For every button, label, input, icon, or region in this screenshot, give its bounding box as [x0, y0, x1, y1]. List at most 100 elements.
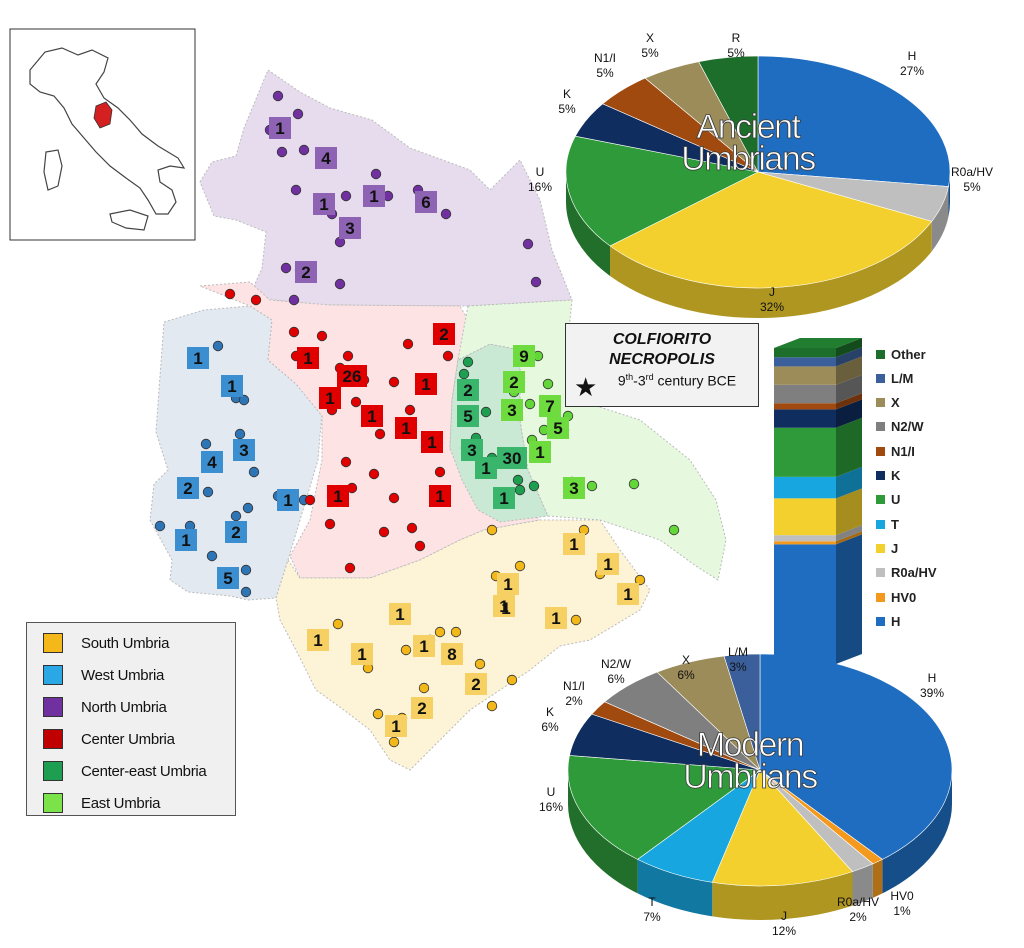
- sample-dot: [304, 494, 316, 506]
- sample-dot: [242, 502, 254, 514]
- sample-dot: [368, 468, 380, 480]
- count-badge-bg: [501, 399, 523, 421]
- count-badge: 1: [499, 597, 508, 616]
- bar-side-X: [836, 356, 862, 385]
- sample-dot: [276, 146, 288, 158]
- legend-item-south: South Umbria: [43, 631, 169, 655]
- haplogroup-legend-item: J: [876, 540, 898, 556]
- sample-dot: [402, 338, 414, 350]
- pie-side-H: [948, 172, 951, 217]
- legend-swatch: [876, 519, 885, 529]
- bar-segment-N2/W: [774, 384, 836, 404]
- sample-dot: [334, 278, 346, 290]
- pie-label: K: [563, 87, 571, 101]
- count-badge-bg: [363, 185, 385, 207]
- plain-count: 1: [501, 599, 510, 618]
- pie-label: R: [732, 31, 741, 45]
- count-badge-bg: [295, 261, 317, 283]
- star-icon: ★: [574, 372, 598, 402]
- sample-dot: [486, 700, 498, 712]
- pie-slice-U: [565, 135, 759, 247]
- pie-slice-R: [698, 55, 759, 173]
- bar-side-L/M: [836, 347, 862, 367]
- count-badge: 1: [369, 187, 378, 206]
- pie-pct: 16%: [539, 800, 563, 814]
- count-badge-bg: [313, 193, 335, 215]
- count-badge: 1: [481, 459, 490, 478]
- pie-slice-U: [567, 755, 761, 860]
- haplogroup-legend-item: HV0: [876, 589, 916, 605]
- count-badge: 4: [207, 453, 217, 472]
- italy-inset: [9, 28, 196, 241]
- count-badge-bg: [493, 595, 515, 617]
- legend-swatch: [43, 633, 63, 653]
- haplogroup-legend-item: N1/I: [876, 443, 915, 459]
- legend-swatch: [876, 616, 885, 626]
- bar-segment-X: [774, 366, 836, 385]
- bar-segment-H: [774, 544, 836, 664]
- bar-segment-Other: [774, 348, 836, 358]
- count-badge-bg: [503, 371, 525, 393]
- count-badge-bg: [457, 405, 479, 427]
- count-badge: 2: [183, 479, 192, 498]
- sample-dot: [324, 518, 336, 530]
- pie-slice-J: [711, 769, 854, 887]
- count-badge-bg: [389, 603, 411, 625]
- pie-title: Ancient: [697, 108, 802, 146]
- count-badge-bg: [493, 487, 515, 509]
- count-badge-bg: [277, 489, 299, 511]
- dating-sup1: th: [625, 372, 634, 382]
- bar-side-J: [836, 488, 862, 536]
- sample-dot: [240, 564, 252, 576]
- count-badge-bg: [315, 147, 337, 169]
- pie-pct: 5%: [641, 46, 659, 60]
- pie-label: L/M: [728, 645, 748, 659]
- sample-dot: [530, 276, 542, 288]
- pie-label: U: [536, 165, 545, 179]
- dating-suffix: century BCE: [653, 372, 737, 389]
- sample-dot: [570, 614, 582, 626]
- count-badge: 1: [419, 637, 428, 656]
- count-badge: 1: [503, 575, 512, 594]
- haplogroup-legend-item: H: [876, 613, 900, 629]
- count-badge: 7: [545, 397, 554, 416]
- bar-side-K: [836, 399, 862, 428]
- pie-pct: 5%: [727, 46, 745, 60]
- count-badge-bg: [457, 379, 479, 401]
- haplogroup-stacked-bar: [774, 338, 862, 664]
- bar-side-U: [836, 417, 862, 477]
- sample-dot: [506, 674, 518, 686]
- count-badge: 30: [503, 449, 522, 468]
- pie-pct: 3%: [729, 660, 747, 674]
- pie-slice-H: [757, 55, 951, 187]
- legend-label: X: [891, 395, 900, 411]
- pie-label: J: [781, 909, 787, 923]
- legend-label: West Umbria: [81, 666, 165, 684]
- sample-dot: [344, 562, 356, 574]
- sample-dot: [350, 396, 362, 408]
- pie-slice-L/M: [723, 653, 761, 771]
- count-badge-bg: [497, 447, 527, 469]
- pie-title: Umbrians: [681, 140, 815, 178]
- legend-swatch: [876, 373, 885, 383]
- count-badge-bg: [465, 673, 487, 695]
- count-badge-bg: [475, 457, 497, 479]
- sample-dot: [342, 350, 354, 362]
- sample-dot: [442, 350, 454, 362]
- count-badge-bg: [545, 607, 567, 629]
- sample-dot: [240, 586, 252, 598]
- sample-dot: [418, 682, 430, 694]
- count-badge-bg: [415, 191, 437, 213]
- sample-dot: [450, 626, 462, 638]
- pie-label: H: [908, 49, 917, 63]
- pie-label: H: [928, 671, 937, 685]
- count-badge: 1: [603, 555, 612, 574]
- count-badge-bg: [351, 643, 373, 665]
- count-badge: 3: [467, 441, 476, 460]
- count-badge: 2: [439, 325, 448, 344]
- pie-side-HV0: [872, 859, 883, 898]
- count-badge: 1: [535, 443, 544, 462]
- legend-swatch: [876, 446, 885, 456]
- count-badge-bg: [385, 715, 407, 737]
